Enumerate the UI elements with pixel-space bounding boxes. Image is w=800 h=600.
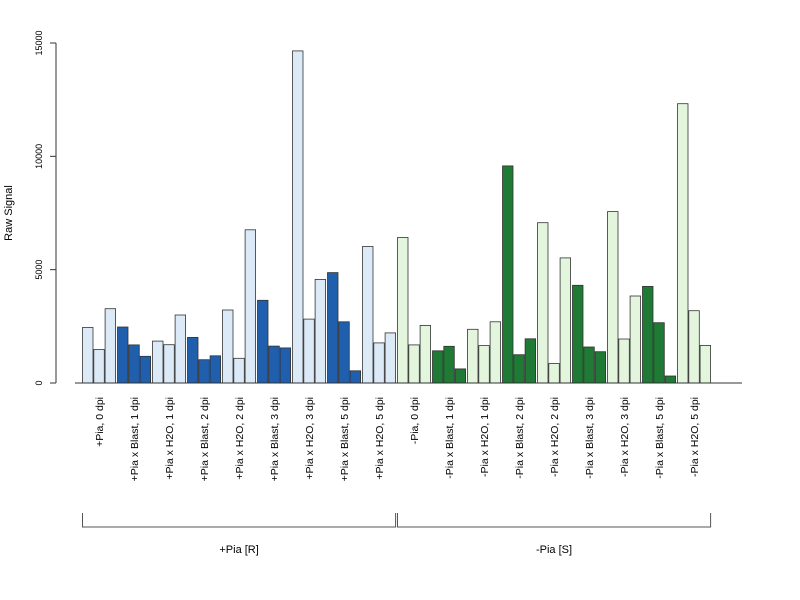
bar <box>152 340 164 384</box>
y-axis-label: Raw Signal <box>3 185 15 241</box>
bar <box>187 336 199 384</box>
bar <box>583 346 595 384</box>
bar <box>327 272 339 384</box>
bar <box>244 229 257 384</box>
bar <box>117 326 129 384</box>
bar <box>548 363 560 384</box>
x-tick-labels: +Pia, 0 dpi +Pia x Blast, 1 dpi +Pia x H2O… <box>94 397 701 481</box>
bar <box>82 327 94 384</box>
x-tick-label: -Pia x H2O, 1 dpi <box>479 397 491 477</box>
bar <box>629 295 641 384</box>
bar <box>467 328 479 384</box>
bar <box>524 338 536 384</box>
bar <box>699 344 711 384</box>
x-tick-label: +Pia x Blast, 2 dpi <box>199 397 211 481</box>
bar <box>432 350 444 384</box>
bar <box>618 338 630 384</box>
bar <box>209 355 222 384</box>
bar <box>303 318 315 384</box>
bar <box>607 211 619 384</box>
group-label: -Pia [S] <box>536 544 572 556</box>
group-bracket <box>397 513 712 528</box>
x-tick-label: -Pia x Blast, 1 dpi <box>444 397 456 479</box>
x-tick-label: -Pia x Blast, 3 dpi <box>584 397 596 479</box>
bar <box>677 103 689 384</box>
bar <box>397 237 409 384</box>
y-tick-label: 15000 <box>34 30 44 55</box>
bar <box>338 321 350 384</box>
bar <box>128 344 140 384</box>
y-tick-label: 0 <box>34 380 44 385</box>
bar <box>653 322 665 384</box>
x-tick-label: +Pia x H2O, 2 dpi <box>234 397 246 480</box>
bar <box>537 222 549 384</box>
x-tick-label: +Pia x H2O, 5 dpi <box>374 397 386 480</box>
x-tick-label: +Pia, 0 dpi <box>94 397 106 447</box>
bar <box>104 308 116 384</box>
x-tick-label: +Pia x Blast, 1 dpi <box>129 397 141 481</box>
group-label: +Pia [R] <box>219 544 258 556</box>
bar <box>559 257 571 384</box>
bar <box>502 165 514 384</box>
bar <box>572 284 584 384</box>
x-tick-label: -Pia, 0 dpi <box>409 397 421 444</box>
bar <box>688 310 700 384</box>
bar <box>419 324 432 384</box>
x-tick-label: +Pia x Blast, 3 dpi <box>269 397 281 481</box>
bar <box>362 246 374 384</box>
bar <box>174 314 187 384</box>
bar <box>454 368 467 384</box>
y-tick-label: 5000 <box>34 260 44 280</box>
bar <box>163 344 175 384</box>
x-tick-label: -Pia x H2O, 3 dpi <box>619 397 631 477</box>
x-tick-label: -Pia x H2O, 5 dpi <box>689 397 701 477</box>
bar <box>642 285 654 384</box>
x-tick-label: -Pia x Blast, 5 dpi <box>654 397 666 479</box>
bar <box>664 375 676 384</box>
bar <box>93 349 105 384</box>
x-tick-label: +Pia x H2O, 1 dpi <box>164 397 176 480</box>
bar <box>314 278 327 384</box>
bars <box>82 50 711 384</box>
bar <box>408 344 420 384</box>
bar <box>594 351 606 384</box>
bar <box>292 50 304 384</box>
bar <box>279 347 292 384</box>
bar <box>349 370 362 384</box>
y-tick-label: 10000 <box>34 144 44 169</box>
bar <box>198 359 210 384</box>
bar <box>443 345 455 384</box>
bar <box>233 357 245 384</box>
bar <box>139 355 152 384</box>
x-tick-label: +Pia x H2O, 3 dpi <box>304 397 316 480</box>
bar <box>268 345 280 384</box>
group-brackets: +Pia [R] -Pia [S] <box>82 513 712 556</box>
group-bracket <box>82 513 397 528</box>
bar <box>384 332 397 384</box>
x-tick-label: +Pia x Blast, 5 dpi <box>339 397 351 481</box>
bar <box>513 354 525 384</box>
bar <box>257 299 269 384</box>
x-tick-label: -Pia x H2O, 2 dpi <box>549 397 561 477</box>
bar <box>489 321 502 384</box>
bar <box>373 342 385 384</box>
bar <box>222 309 234 384</box>
y-axis: 0 5000 10000 15000 <box>34 30 57 386</box>
bar <box>478 345 490 384</box>
x-tick-label: -Pia x Blast, 2 dpi <box>514 397 526 479</box>
